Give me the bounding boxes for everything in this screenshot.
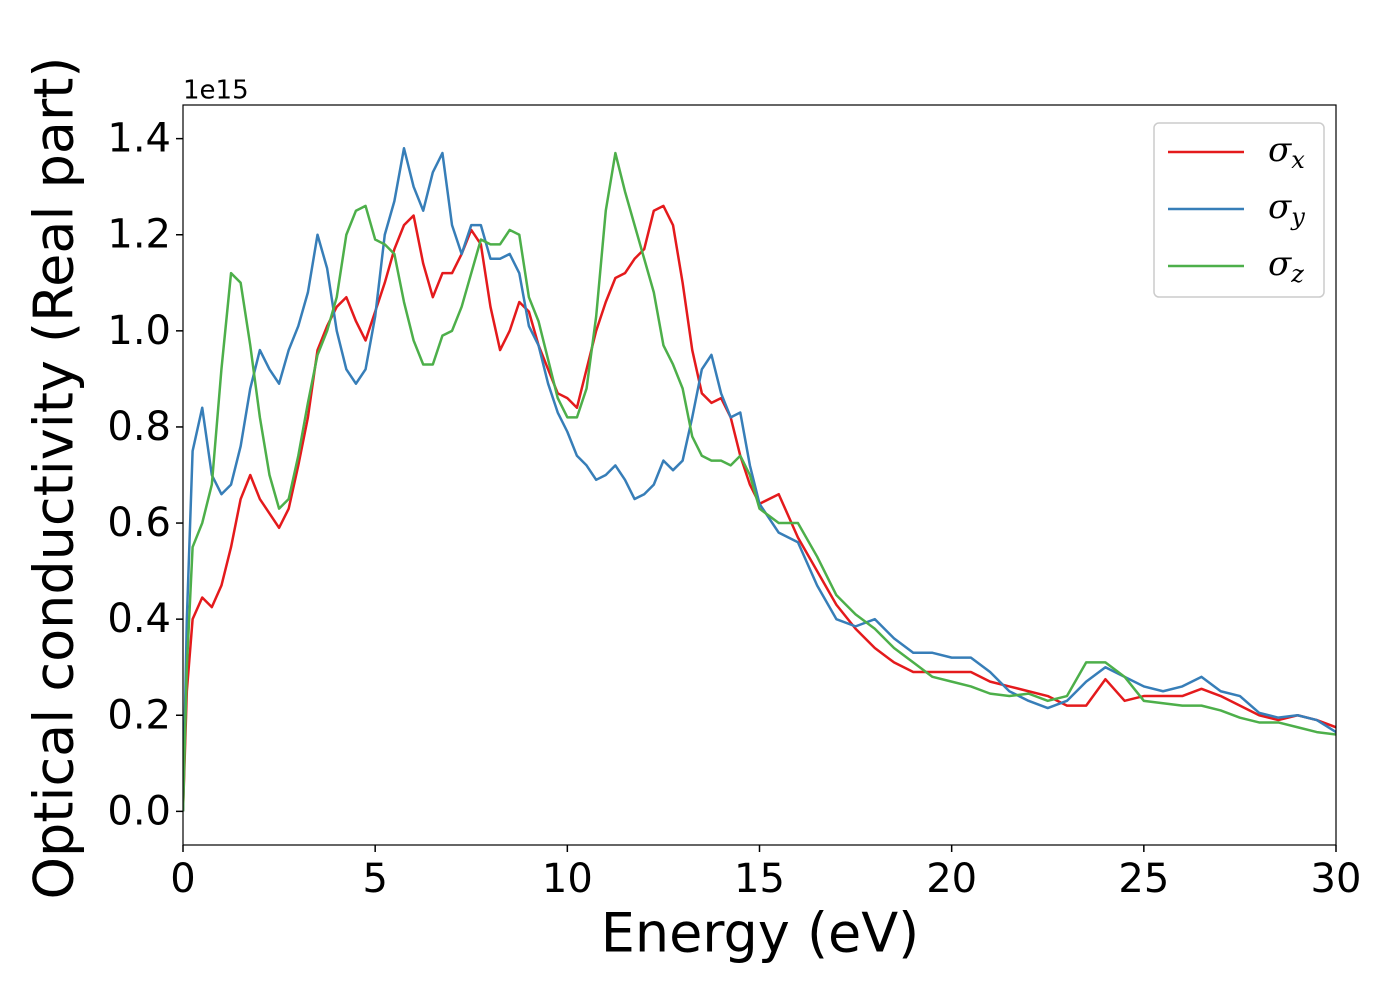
y-tick-label: 0.4 <box>107 596 171 642</box>
x-tick-label: 15 <box>734 856 785 902</box>
x-tick-label: 30 <box>1311 856 1362 902</box>
legend-label: σx <box>1268 130 1305 174</box>
y-tick-label: 1.2 <box>107 212 171 258</box>
data-line <box>183 147 1336 812</box>
y-tick-label: 0.2 <box>107 692 171 738</box>
plot-frame <box>182 104 1337 846</box>
x-tick-label: 25 <box>1118 856 1169 902</box>
data-line <box>183 151 1336 812</box>
y-tick-label: 0.6 <box>107 500 171 546</box>
y-axis-label: Optical conductivity (Real part) <box>23 57 86 900</box>
legend-label: σy <box>1268 187 1305 231</box>
y-tick-label: 1.4 <box>107 116 171 162</box>
y-tick-label: 0.0 <box>107 788 171 834</box>
legend-label: σz <box>1268 244 1304 288</box>
y-tick-label: 0.8 <box>107 404 171 450</box>
y-tick-label: 1.0 <box>107 308 171 354</box>
x-tick-label: 0 <box>170 856 195 902</box>
x-tick-label: 5 <box>362 856 387 902</box>
offset-label: 1e15 <box>183 76 249 106</box>
x-tick-label: 20 <box>926 856 977 902</box>
x-axis-label: Energy (eV) <box>601 902 920 965</box>
x-tick-label: 10 <box>542 856 593 902</box>
data-line <box>183 204 1336 812</box>
